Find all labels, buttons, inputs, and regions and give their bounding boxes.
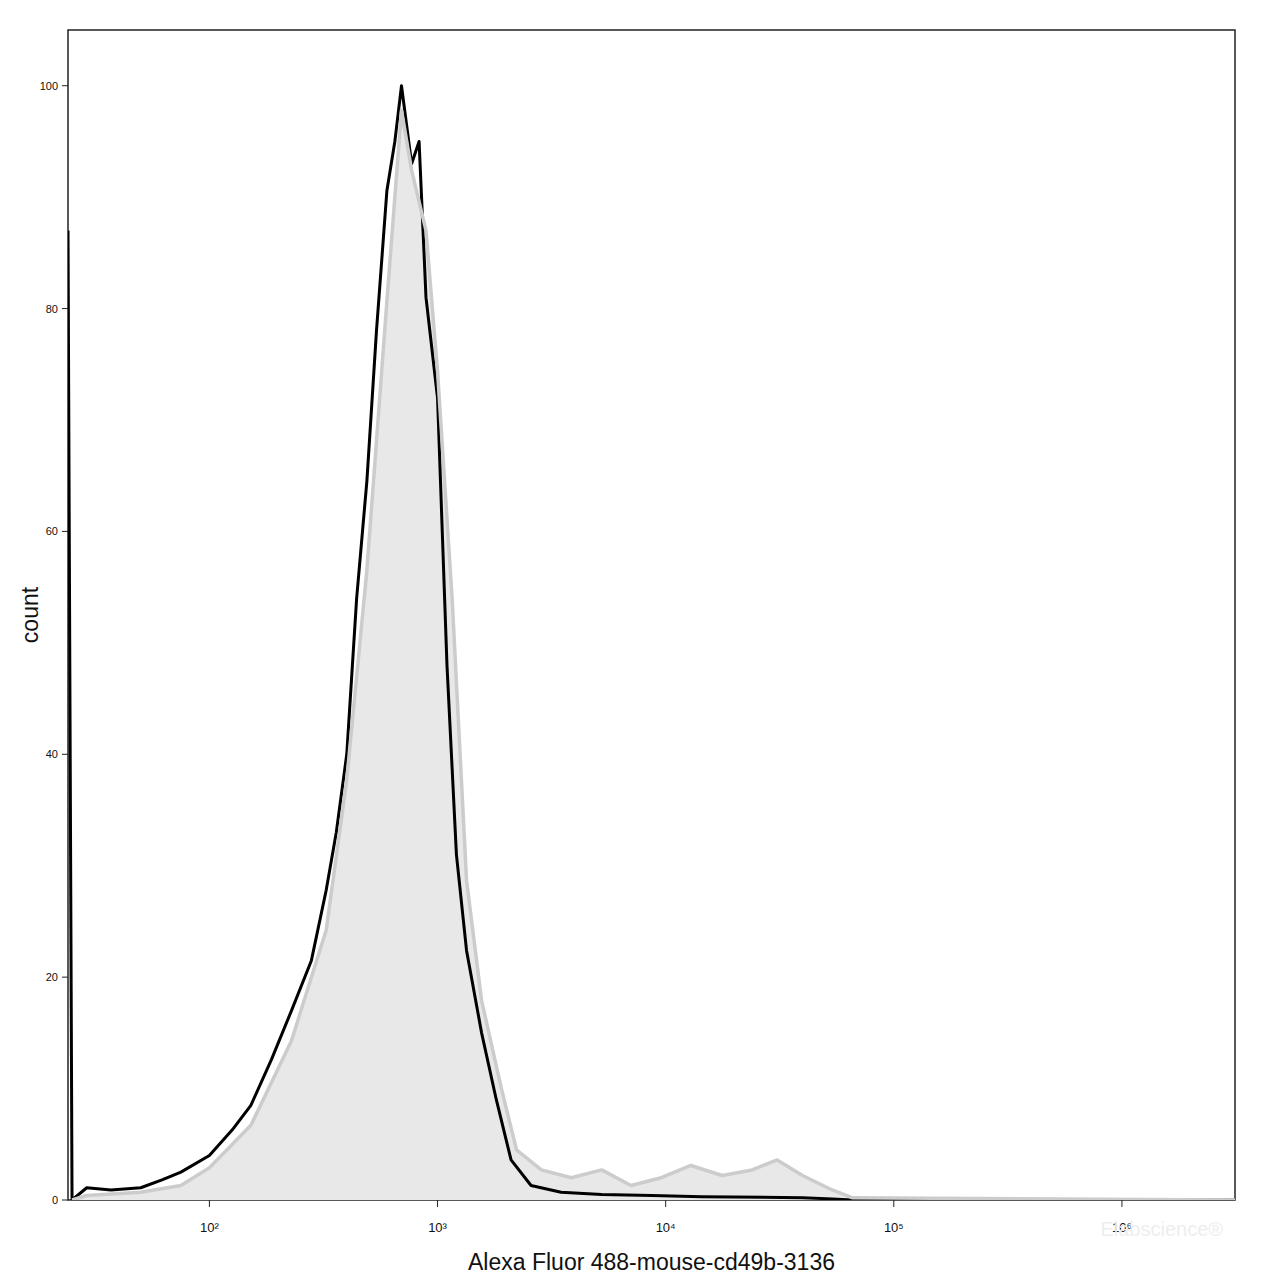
histogram-line: [68, 86, 1235, 1200]
y-tick-label: 40: [46, 748, 58, 760]
y-axis-label: count: [17, 586, 43, 643]
y-tick-label: 100: [40, 80, 58, 92]
y-tick: [62, 531, 68, 532]
x-tick-label: 10⁵: [884, 1220, 904, 1235]
x-axis-label: Alexa Fluor 488-mouse-cd49b-3136: [468, 1249, 835, 1275]
y-tick: [62, 754, 68, 755]
y-tick-label: 80: [46, 303, 58, 315]
x-tick-label: 10³: [428, 1220, 447, 1235]
chart: 02040608010010²10³10⁴10⁵10⁶Alexa Fluor 4…: [0, 0, 1266, 1280]
area-fill: [72, 110, 1235, 1200]
area-line: [72, 110, 1235, 1200]
y-tick-label: 60: [46, 525, 58, 537]
y-tick: [62, 1200, 68, 1201]
y-tick: [62, 85, 68, 86]
x-tick: [209, 1200, 210, 1207]
x-tick: [437, 1200, 438, 1207]
x-tick: [893, 1200, 894, 1207]
x-tick-label: 10⁴: [656, 1220, 676, 1235]
y-tick: [62, 308, 68, 309]
y-tick-label: 0: [52, 1194, 58, 1206]
y-tick: [62, 977, 68, 978]
plot-area: [68, 86, 1235, 1200]
watermark: Elabscience®: [1100, 1218, 1223, 1240]
plot-frame: [68, 30, 1235, 1200]
x-tick: [1121, 1200, 1122, 1207]
x-tick: [665, 1200, 666, 1207]
x-tick-label: 10²: [200, 1220, 219, 1235]
y-tick-label: 20: [46, 971, 58, 983]
